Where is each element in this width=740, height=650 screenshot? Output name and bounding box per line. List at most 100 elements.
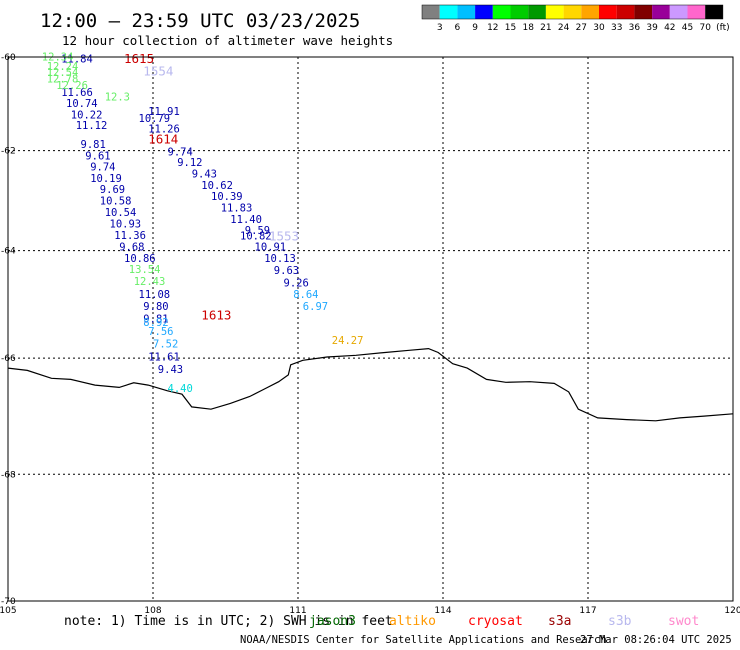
wave-height-label: 11.61 — [148, 351, 180, 363]
colorbar-label: 42 — [664, 23, 675, 33]
lon-tick-label: 108 — [144, 606, 161, 616]
wave-height-label: 12.3 — [105, 92, 130, 104]
colorbar-swatch — [510, 5, 529, 19]
pass-number-label: 1615 — [124, 51, 154, 66]
wave-height-label: 13.54 — [129, 264, 161, 276]
wave-height-label: 12.34 — [42, 52, 74, 64]
wave-height-label: 9.43 — [158, 364, 183, 376]
colorbar-label: 33 — [611, 23, 622, 33]
wave-height-label: 12.54 — [47, 67, 79, 79]
pass-number-labels: 1615 1614 1613 1554 1553 — [124, 51, 299, 323]
colorbar-label: 12 — [487, 23, 498, 33]
wave-height-label: 10.91 — [255, 242, 287, 254]
footer-credit: NOAA/NESDIS Center for Satellite Applica… — [240, 634, 607, 646]
colorbar-outline — [421, 4, 724, 20]
pass-number-label: 1553 — [269, 228, 299, 243]
wave-height-label: 10.22 — [71, 110, 103, 122]
colorbar-swatch — [492, 5, 511, 19]
wave-height-label: 9.80 — [143, 301, 168, 313]
wave-height-label: 12.24 — [47, 61, 79, 73]
colorbar-swatch — [457, 5, 476, 19]
wave-height-label: 10.79 — [139, 113, 171, 125]
wave-height-label: 9.43 — [192, 169, 217, 181]
wave-height-label: 12.78 — [47, 74, 79, 86]
satellite-name: s3b — [608, 614, 632, 629]
wave-height-label: 7.56 — [148, 326, 173, 338]
coastline — [7, 347, 734, 422]
colorbar-label: 21 — [540, 23, 551, 33]
wave-height-label: 9.12 — [177, 157, 202, 169]
wave-height-label: 6.97 — [303, 301, 328, 313]
wave-height-label: 11.40 — [230, 214, 262, 226]
coastline-path — [7, 347, 734, 422]
colorbar-label: 27 — [576, 23, 587, 33]
wave-height-label: 11.91 — [148, 106, 180, 118]
lat-lon-grid — [8, 57, 733, 601]
wave-height-label: 10.13 — [264, 253, 296, 265]
wave-height-label: 8.92 — [143, 317, 168, 329]
pass-number-label: 1554 — [143, 63, 173, 78]
colorbar-label: 6 — [455, 23, 461, 33]
colorbar-label: 24 — [558, 23, 570, 33]
satellite-name: jason3 — [309, 614, 356, 629]
wave-height-label: 11.83 — [221, 202, 253, 214]
wave-height-label: 10.39 — [211, 191, 243, 203]
lon-tick-label: 114 — [434, 606, 451, 616]
wave-height-label: 9.68 — [119, 242, 144, 254]
lon-tick-label: 120 — [724, 606, 740, 616]
colorbar-swatch — [422, 5, 440, 19]
wave-height-label: 8.64 — [293, 289, 318, 301]
satellite-name: cryosat — [468, 614, 523, 629]
colorbar-label: 30 — [593, 23, 605, 33]
lon-tick-label: 111 — [289, 606, 306, 616]
lon-tick-label: 117 — [579, 606, 596, 616]
wave-height-label: 7.52 — [153, 339, 178, 351]
wave-height-label: 9.26 — [284, 277, 309, 289]
pass-number-label: 1613 — [201, 308, 231, 323]
pass-number-label: 1614 — [148, 131, 178, 146]
colorbar-label: (ft) — [716, 23, 730, 33]
wave-height-label: 4.40 — [168, 383, 193, 395]
lat-tick-label: -70 — [1, 597, 16, 607]
wave-height-label: 9.74 — [168, 147, 193, 159]
colorbar-swatch — [563, 5, 582, 19]
wave-height-label: 9.69 — [100, 184, 125, 196]
wave-height-label: 11.26 — [148, 123, 180, 135]
colorbar-swatch — [528, 5, 546, 19]
colorbar-swatch — [581, 5, 599, 19]
figure-title: 12:00 – 23:59 UTC 03/23/2025 — [40, 10, 360, 32]
colorbar-swatch — [439, 5, 458, 19]
wave-height-label: 10.62 — [201, 180, 233, 192]
colorbar-swatch — [652, 5, 670, 19]
colorbar-label: 39 — [646, 23, 658, 33]
satellite-name: s3a — [548, 614, 571, 629]
wave-height-label: 11.66 — [61, 87, 93, 99]
figure-subtitle: 12 hour collection of altimeter wave hei… — [62, 33, 393, 48]
colorbar-swatch — [634, 5, 653, 19]
wave-height-label: 11.12 — [76, 120, 108, 132]
satellite-name: altiko — [389, 614, 436, 629]
satellite-name: swot — [668, 614, 699, 629]
axis-tick-labels: 105 108 111 114 117 120-60-62-64-66-68-70 — [0, 53, 740, 616]
colorbar-legend: 3 6 9 12 15 18 21 24 27 30 33 36 39 42 45 70 (ft) — [421, 4, 730, 33]
wave-height-label: 12.43 — [134, 276, 166, 288]
colorbar-swatch — [599, 5, 617, 19]
wave-height-label: 10.93 — [110, 219, 142, 231]
colorbar-swatch — [669, 5, 688, 19]
wave-height-label: 10.58 — [100, 195, 132, 207]
wave-height-label: 9.63 — [274, 265, 299, 277]
wave-height-label: 9.81 — [143, 313, 168, 325]
colorbar-label: 45 — [682, 23, 693, 33]
wave-height-label: 9.81 — [81, 139, 106, 151]
wave-height-label: 24.27 — [332, 335, 364, 347]
wave-height-label: 10.19 — [90, 173, 122, 185]
colorbar-swatch — [545, 5, 564, 19]
colorbar-label: 15 — [505, 23, 516, 33]
wave-height-label: 10.86 — [124, 253, 156, 265]
wave-height-label: 10.74 — [66, 98, 98, 110]
colorbar-swatch — [616, 5, 635, 19]
wave-height-label: 10.82 — [240, 230, 272, 242]
colorbar-label: 36 — [629, 23, 641, 33]
